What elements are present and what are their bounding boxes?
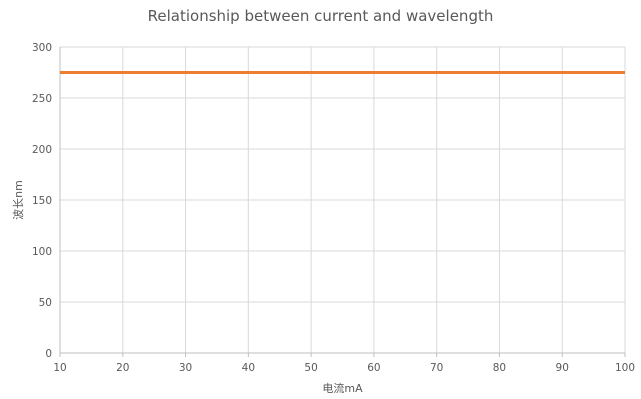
y-tick-label: 0 [45, 348, 52, 360]
x-tick-label: 10 [53, 362, 66, 374]
y-tick-label: 200 [32, 144, 52, 156]
x-tick-label: 30 [179, 362, 192, 374]
x-tick-label: 60 [367, 362, 380, 374]
chart-title: Relationship between current and wavelen… [147, 7, 494, 25]
y-tick-label: 100 [32, 246, 52, 258]
x-tick-label: 70 [430, 362, 443, 374]
y-axis-label: 波长nm [12, 180, 25, 220]
x-tick-label: 80 [493, 362, 506, 374]
y-tick-label: 300 [32, 42, 52, 54]
x-tick-label: 20 [116, 362, 129, 374]
x-tick-label: 90 [556, 362, 569, 374]
x-tick-label: 100 [615, 362, 635, 374]
x-axis-label: 电流mA [322, 381, 363, 395]
x-tick-label: 50 [304, 362, 317, 374]
y-tick-label: 50 [39, 297, 52, 309]
grid-lines [60, 46, 626, 353]
x-tick-label: 40 [242, 362, 255, 374]
y-tick-label: 250 [32, 93, 52, 105]
y-tick-label: 150 [32, 195, 52, 207]
axes [59, 47, 626, 357]
tick-labels: 0 50 100 150 200 250 300 10 20 30 40 50 60 70 80 90 100 [32, 42, 635, 374]
